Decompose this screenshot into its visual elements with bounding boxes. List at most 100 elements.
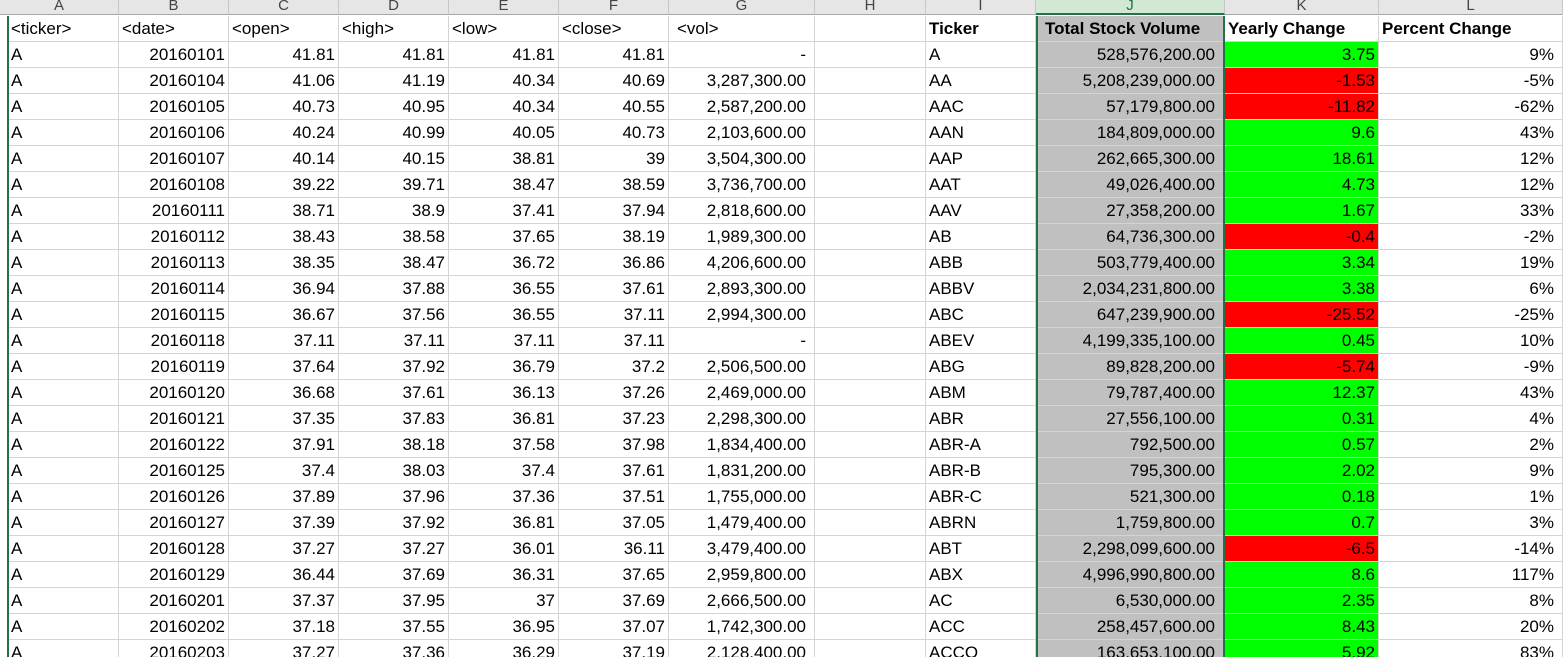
cell-header-close[interactable]: <close> (559, 16, 669, 42)
cell-low[interactable]: 36.95 (449, 614, 559, 640)
cell-total-volume[interactable]: 5,208,239,000.00 (1036, 68, 1225, 94)
cell-low[interactable]: 36.13 (449, 380, 559, 406)
cell-open[interactable]: 37.27 (229, 640, 339, 657)
cell-total-volume[interactable]: 262,665,300.00 (1036, 146, 1225, 172)
cell-empty-h[interactable] (815, 640, 926, 657)
cell-ticker[interactable]: A (8, 120, 119, 146)
cell-low[interactable]: 36.55 (449, 302, 559, 328)
cell-high[interactable]: 37.88 (339, 276, 449, 302)
cell-vol[interactable]: 1,479,400.00 (669, 510, 815, 536)
cell-low[interactable]: 36.79 (449, 354, 559, 380)
cell-ticker[interactable]: A (8, 354, 119, 380)
cell-open[interactable]: 37.4 (229, 458, 339, 484)
cell-percent-change[interactable]: -62% (1379, 94, 1563, 120)
cell-open[interactable]: 37.18 (229, 614, 339, 640)
cell-yearly-change[interactable]: -11.82 (1225, 94, 1379, 120)
cell-open[interactable]: 38.35 (229, 250, 339, 276)
cell-high[interactable]: 38.9 (339, 198, 449, 224)
column-header-k[interactable]: K (1225, 0, 1379, 15)
cell-summary-ticker[interactable]: AAC (926, 94, 1036, 120)
cell-percent-change[interactable]: 12% (1379, 146, 1563, 172)
cell-yearly-change[interactable]: 0.57 (1225, 432, 1379, 458)
cell-empty-h[interactable] (815, 406, 926, 432)
cell-close[interactable]: 36.86 (559, 250, 669, 276)
cell-low[interactable]: 37.36 (449, 484, 559, 510)
cell-yearly-change[interactable]: 3.34 (1225, 250, 1379, 276)
cell-high[interactable]: 37.95 (339, 588, 449, 614)
cell-close[interactable]: 37.61 (559, 276, 669, 302)
column-header-c[interactable]: C (229, 0, 339, 15)
cell-percent-change[interactable]: 12% (1379, 172, 1563, 198)
cell-yearly-change[interactable]: -0.4 (1225, 224, 1379, 250)
cell-ticker[interactable]: A (8, 276, 119, 302)
cell-vol[interactable]: 2,959,800.00 (669, 562, 815, 588)
cell-summary-ticker[interactable]: AAT (926, 172, 1036, 198)
cell-date[interactable]: 20160127 (119, 510, 229, 536)
cell-empty-h[interactable] (815, 536, 926, 562)
cell-yearly-change[interactable]: 2.35 (1225, 588, 1379, 614)
cell-total-volume[interactable]: 27,556,100.00 (1036, 406, 1225, 432)
cell-summary-ticker[interactable]: ABBV (926, 276, 1036, 302)
cell-percent-change[interactable]: 9% (1379, 458, 1563, 484)
column-header-d[interactable]: D (339, 0, 449, 15)
cell-empty-h[interactable] (815, 68, 926, 94)
cell-high[interactable]: 37.92 (339, 510, 449, 536)
cell-open[interactable]: 39.22 (229, 172, 339, 198)
cell-ticker[interactable]: A (8, 68, 119, 94)
cell-high[interactable]: 37.55 (339, 614, 449, 640)
cell-open[interactable]: 40.14 (229, 146, 339, 172)
cell-low[interactable]: 40.34 (449, 68, 559, 94)
cell-summary-ticker[interactable]: AA (926, 68, 1036, 94)
cell-yearly-change[interactable]: 8.43 (1225, 614, 1379, 640)
cell-open[interactable]: 37.11 (229, 328, 339, 354)
cell-yearly-change[interactable]: 5.92 (1225, 640, 1379, 657)
cell-yearly-change[interactable]: 4.73 (1225, 172, 1379, 198)
cell-high[interactable]: 40.99 (339, 120, 449, 146)
cell-high[interactable]: 37.83 (339, 406, 449, 432)
cell-low[interactable]: 36.29 (449, 640, 559, 657)
cell-close[interactable]: 37.26 (559, 380, 669, 406)
cell-low[interactable]: 41.81 (449, 42, 559, 68)
cell-low[interactable]: 36.55 (449, 276, 559, 302)
cell-date[interactable]: 20160107 (119, 146, 229, 172)
cell-low[interactable]: 36.31 (449, 562, 559, 588)
cell-date[interactable]: 20160104 (119, 68, 229, 94)
cell-close[interactable]: 37.61 (559, 458, 669, 484)
cell-percent-change[interactable]: -14% (1379, 536, 1563, 562)
cell-ticker[interactable]: A (8, 432, 119, 458)
cell-ticker[interactable]: A (8, 302, 119, 328)
cell-percent-change[interactable]: 2% (1379, 432, 1563, 458)
cell-percent-change[interactable]: 8% (1379, 588, 1563, 614)
cell-vol[interactable]: 3,504,300.00 (669, 146, 815, 172)
cell-date[interactable]: 20160202 (119, 614, 229, 640)
cell-vol[interactable]: 1,742,300.00 (669, 614, 815, 640)
cell-header-percent-change[interactable]: Percent Change (1379, 16, 1563, 42)
cell-header-high[interactable]: <high> (339, 16, 449, 42)
cell-yearly-change[interactable]: 0.31 (1225, 406, 1379, 432)
cell-open[interactable]: 37.27 (229, 536, 339, 562)
cell-percent-change[interactable]: 6% (1379, 276, 1563, 302)
cell-low[interactable]: 37.41 (449, 198, 559, 224)
cell-ticker[interactable]: A (8, 380, 119, 406)
cell-ticker[interactable]: A (8, 198, 119, 224)
cell-total-volume[interactable]: 528,576,200.00 (1036, 42, 1225, 68)
cell-open[interactable]: 37.89 (229, 484, 339, 510)
cell-percent-change[interactable]: 43% (1379, 120, 1563, 146)
cell-empty-h[interactable] (815, 172, 926, 198)
cell-total-volume[interactable]: 89,828,200.00 (1036, 354, 1225, 380)
cell-low[interactable]: 37.65 (449, 224, 559, 250)
cell-ticker[interactable]: A (8, 406, 119, 432)
cell-vol[interactable]: 1,755,000.00 (669, 484, 815, 510)
cell-summary-ticker[interactable]: ABR-C (926, 484, 1036, 510)
cell-low[interactable]: 37.11 (449, 328, 559, 354)
cell-yearly-change[interactable]: 12.37 (1225, 380, 1379, 406)
cell-date[interactable]: 20160108 (119, 172, 229, 198)
cell-high[interactable]: 37.56 (339, 302, 449, 328)
cell-yearly-change[interactable]: -6.5 (1225, 536, 1379, 562)
cell-close[interactable]: 37.07 (559, 614, 669, 640)
cell-open[interactable]: 37.39 (229, 510, 339, 536)
cell-high[interactable]: 37.61 (339, 380, 449, 406)
cell-date[interactable]: 20160101 (119, 42, 229, 68)
cell-percent-change[interactable]: -5% (1379, 68, 1563, 94)
